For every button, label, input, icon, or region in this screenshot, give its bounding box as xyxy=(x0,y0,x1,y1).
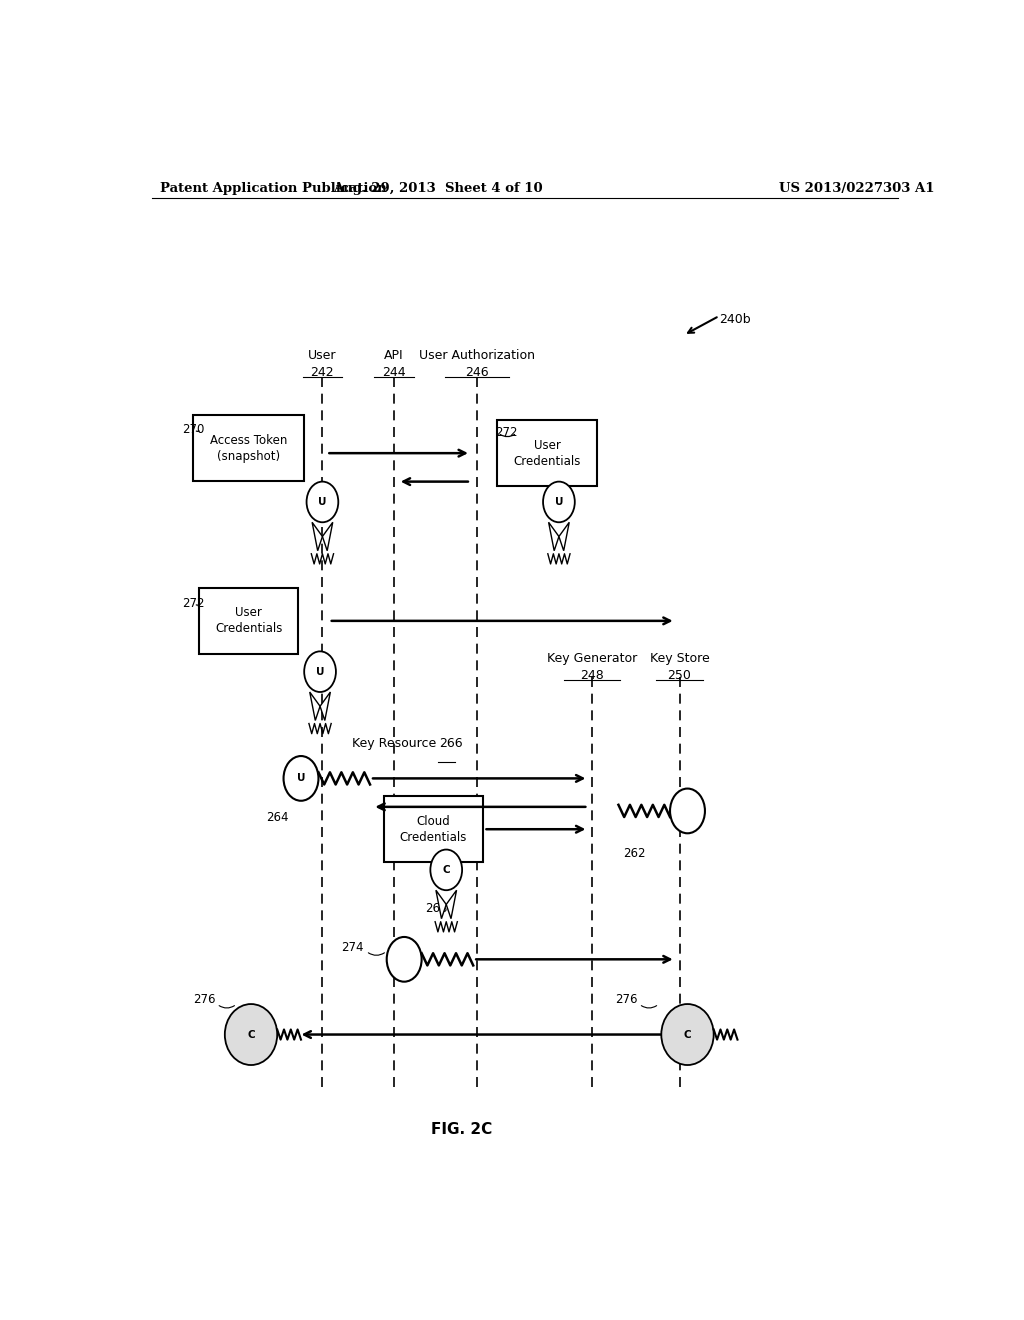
Text: 276: 276 xyxy=(194,994,216,1006)
Text: U: U xyxy=(555,496,563,507)
Text: 268: 268 xyxy=(425,903,447,915)
Text: 274: 274 xyxy=(341,941,364,953)
Text: 272: 272 xyxy=(495,426,517,440)
Ellipse shape xyxy=(225,1005,278,1065)
Text: U: U xyxy=(318,496,327,507)
Text: User: User xyxy=(308,348,337,362)
FancyBboxPatch shape xyxy=(199,587,298,653)
Circle shape xyxy=(306,482,338,523)
Text: FIG. 2C: FIG. 2C xyxy=(431,1122,492,1137)
Text: 266: 266 xyxy=(439,737,463,750)
FancyBboxPatch shape xyxy=(498,420,597,486)
Text: 246: 246 xyxy=(465,366,489,379)
Polygon shape xyxy=(446,890,457,919)
Circle shape xyxy=(284,756,318,801)
FancyBboxPatch shape xyxy=(384,796,483,862)
Circle shape xyxy=(430,850,462,890)
Text: 272: 272 xyxy=(182,597,205,610)
Text: 244: 244 xyxy=(382,366,406,379)
Text: 264: 264 xyxy=(266,810,289,824)
Circle shape xyxy=(387,937,422,982)
Circle shape xyxy=(543,482,574,523)
Text: Patent Application Publication: Patent Application Publication xyxy=(160,182,386,195)
Polygon shape xyxy=(321,692,331,721)
Text: Key Store: Key Store xyxy=(649,652,710,664)
Text: User
Credentials: User Credentials xyxy=(513,438,581,467)
Circle shape xyxy=(670,788,705,833)
Polygon shape xyxy=(312,523,323,550)
Text: User Authorization: User Authorization xyxy=(419,348,536,362)
Text: Key Generator: Key Generator xyxy=(547,652,637,664)
Text: U: U xyxy=(315,667,325,677)
Text: 250: 250 xyxy=(668,669,691,681)
Text: Access Token
(snapshot): Access Token (snapshot) xyxy=(210,433,288,462)
Text: Cloud
Credentials: Cloud Credentials xyxy=(399,814,467,843)
FancyBboxPatch shape xyxy=(194,414,304,480)
Text: 270: 270 xyxy=(182,424,205,437)
Text: 262: 262 xyxy=(624,846,646,859)
Text: C: C xyxy=(442,865,450,875)
Circle shape xyxy=(304,651,336,692)
Text: 248: 248 xyxy=(581,669,604,681)
Polygon shape xyxy=(559,523,569,550)
Text: U: U xyxy=(297,774,305,783)
Text: User
Credentials: User Credentials xyxy=(215,606,283,635)
Ellipse shape xyxy=(662,1005,714,1065)
Text: C: C xyxy=(247,1030,255,1040)
Polygon shape xyxy=(549,523,559,550)
Text: 276: 276 xyxy=(615,994,638,1006)
Text: API: API xyxy=(384,348,403,362)
Text: 242: 242 xyxy=(310,366,334,379)
Text: Key Resource: Key Resource xyxy=(352,737,436,750)
Text: 240b: 240b xyxy=(719,313,751,326)
Polygon shape xyxy=(436,890,446,919)
Text: C: C xyxy=(684,1030,691,1040)
Text: US 2013/0227303 A1: US 2013/0227303 A1 xyxy=(778,182,934,195)
Text: Aug. 29, 2013  Sheet 4 of 10: Aug. 29, 2013 Sheet 4 of 10 xyxy=(333,182,543,195)
Polygon shape xyxy=(323,523,333,550)
Polygon shape xyxy=(309,692,321,721)
